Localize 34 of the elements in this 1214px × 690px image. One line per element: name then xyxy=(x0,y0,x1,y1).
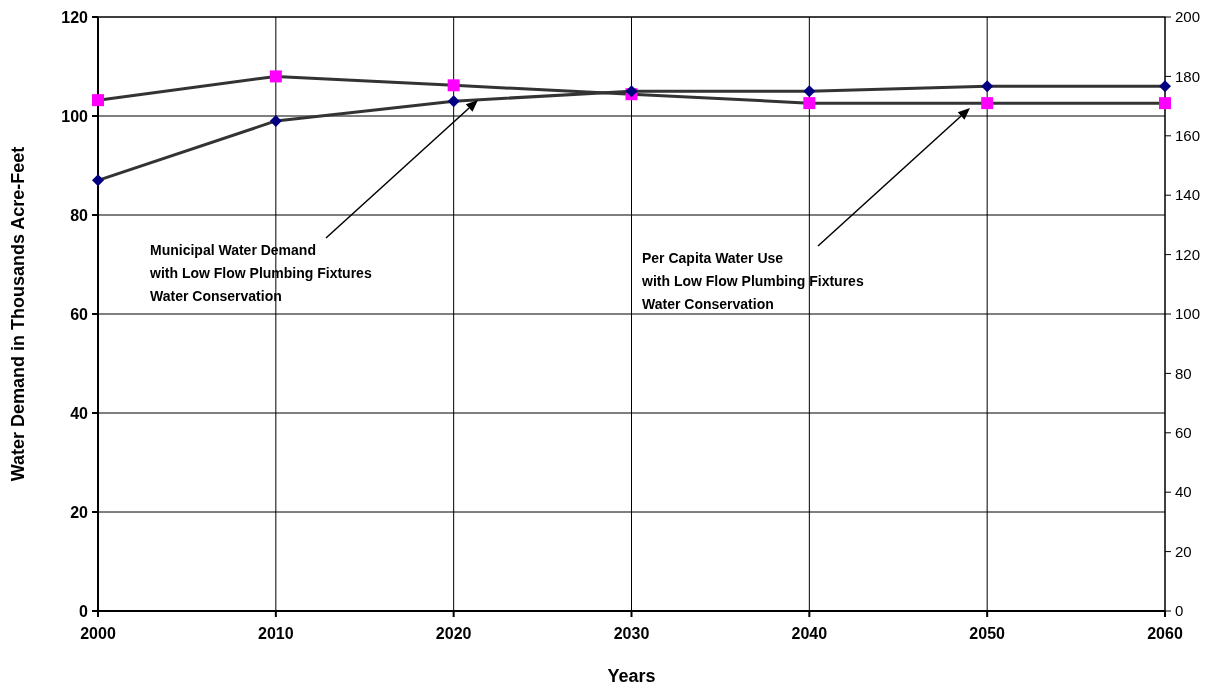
y2-tick-label: 100 xyxy=(1175,305,1201,323)
y2-tick-label: 120 xyxy=(1175,245,1201,263)
y-tick-label: 20 xyxy=(70,503,89,521)
y2-tick-label: 180 xyxy=(1175,67,1201,85)
point xyxy=(1159,80,1171,93)
y-tick-label: 60 xyxy=(70,305,89,323)
point xyxy=(92,174,104,187)
x-tick-label: 2020 xyxy=(435,625,472,642)
point xyxy=(269,114,282,127)
y2-tick-label: 20 xyxy=(1175,542,1192,560)
y2-tick-label: 200 xyxy=(1175,8,1201,26)
y2-tick-label: 0 xyxy=(1175,602,1184,620)
x-tick-label: 2030 xyxy=(613,625,650,642)
annotation: Per Capita Water Use with Low Flow Plumbing Fixtures Water Conservation xyxy=(641,250,864,312)
x-tick-label: 2040 xyxy=(791,625,828,642)
y-tick-label: 80 xyxy=(70,206,89,224)
point xyxy=(803,85,816,98)
x-tick-label: 2060 xyxy=(1147,625,1183,642)
y-tick-label: 40 xyxy=(70,404,89,422)
y2-tick-label: 60 xyxy=(1175,424,1192,442)
x-tick-label: 2000 xyxy=(80,625,116,642)
y-tick-label: 120 xyxy=(61,8,89,26)
y2-tick-label: 140 xyxy=(1175,186,1201,204)
x-tick-label: 2010 xyxy=(258,625,294,642)
y-tick-label: 100 xyxy=(61,107,89,125)
point xyxy=(447,95,460,108)
y-tick-label: 0 xyxy=(79,602,89,620)
y-axis-title: Water Demand in Thousands Acre-Feet xyxy=(8,146,28,482)
y2-tick-label: 160 xyxy=(1175,127,1201,145)
x-tick-label: 2050 xyxy=(969,625,1006,642)
y2-tick-label: 80 xyxy=(1175,364,1192,382)
x-axis-title: Years xyxy=(607,666,656,686)
point xyxy=(981,80,994,93)
y2-tick-label: 40 xyxy=(1175,483,1192,501)
